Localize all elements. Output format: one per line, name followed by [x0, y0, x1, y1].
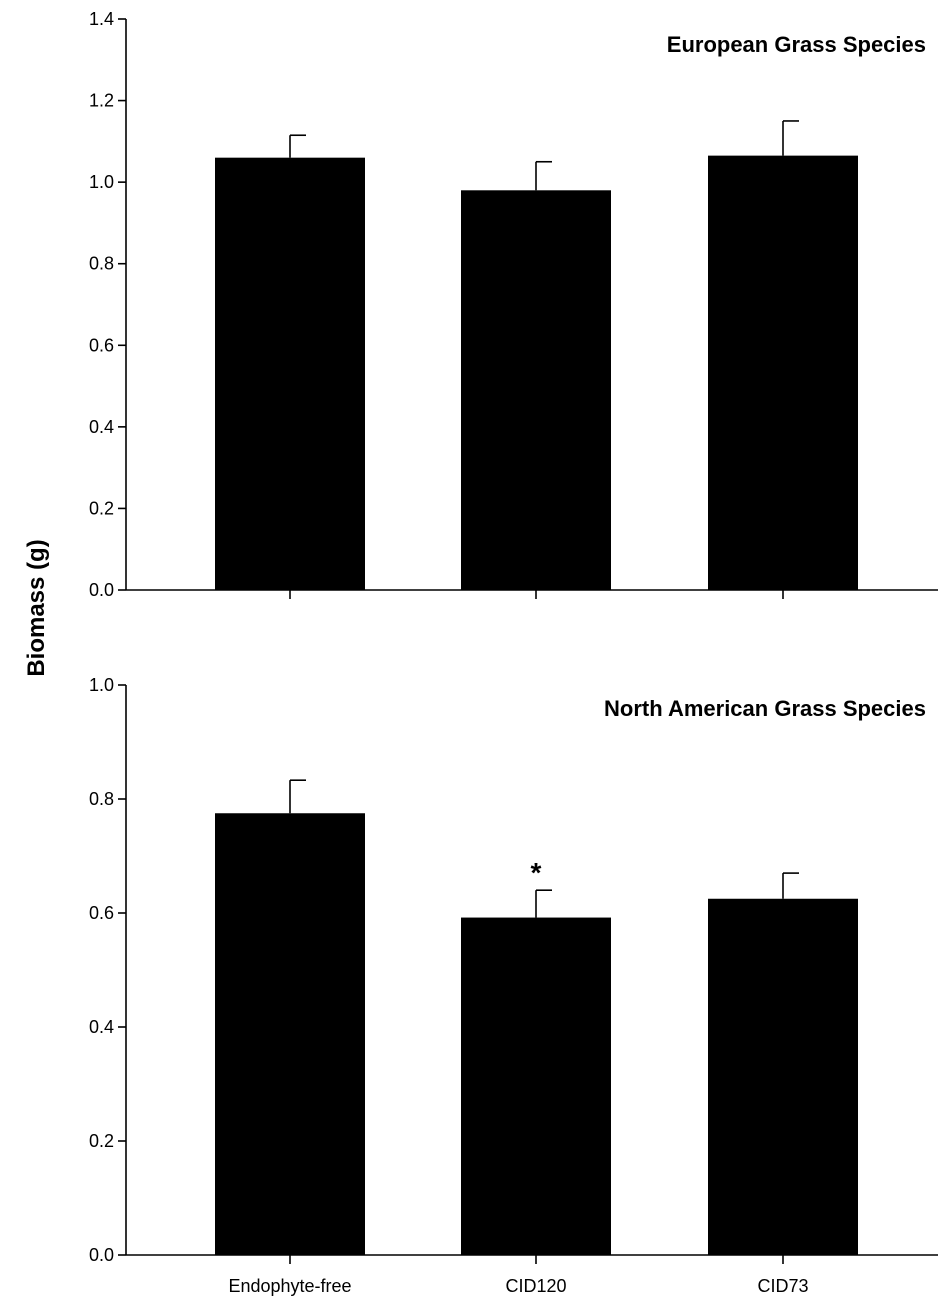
y-tick-label: 1.4	[89, 9, 114, 29]
y-tick-label: 0.2	[89, 1131, 114, 1151]
y-tick-label: 0.8	[89, 254, 114, 274]
bar-endophyte-free	[215, 157, 365, 590]
chart-title: European Grass Species	[667, 32, 926, 57]
x-tick-label: Endophyte-free	[228, 1276, 351, 1296]
y-tick-label: 0.6	[89, 335, 114, 355]
bar-endophyte-free	[215, 813, 365, 1255]
y-tick-label: 0.4	[89, 417, 114, 437]
bar-cid73	[708, 155, 858, 590]
chart-north-american-grass: * 0.0 0.2 0.4 0.6 0.8 1.0 Endophyte-free CID120 C…	[89, 675, 938, 1296]
y-tick-label: 1.0	[89, 172, 114, 192]
y-tick-label: 0.0	[89, 580, 114, 600]
chart-european-grass: 0.0 0.2 0.4 0.6 0.8 1.0 1.2 1.4 European Grass S…	[89, 9, 938, 600]
y-tick-label: 1.0	[89, 675, 114, 695]
y-axis-title: Biomass (g)	[23, 539, 50, 676]
y-tick-label: 0.6	[89, 903, 114, 923]
y-tick-label: 0.0	[89, 1245, 114, 1265]
bar-cid73	[708, 898, 858, 1255]
bar-cid120	[461, 917, 611, 1255]
y-tick-label: 0.8	[89, 789, 114, 809]
chart-title: North American Grass Species	[604, 696, 926, 721]
y-tick-label: 1.2	[89, 91, 114, 111]
x-tick-label: CID120	[505, 1276, 566, 1296]
y-tick-label: 0.2	[89, 498, 114, 518]
significance-marker: *	[531, 857, 542, 888]
x-tick-label: CID73	[757, 1276, 808, 1296]
y-tick-label: 0.4	[89, 1017, 114, 1037]
bar-cid120	[461, 190, 611, 591]
